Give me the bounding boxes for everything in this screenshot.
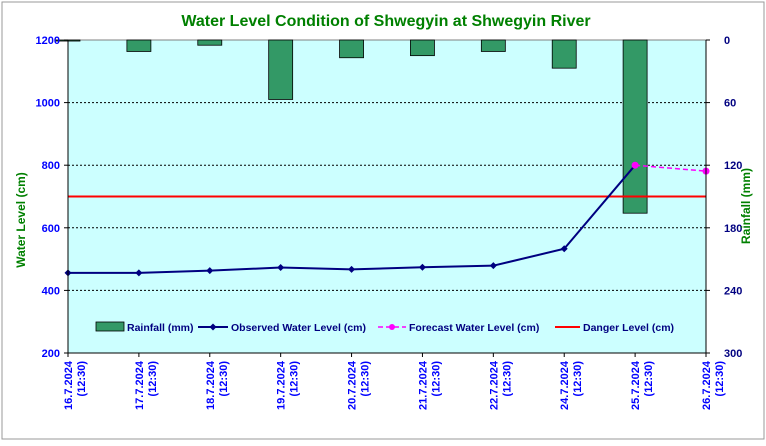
x-tick-time: (12:30) [430,361,442,397]
x-tick-label: 20.7.2024(12:30) [347,360,372,410]
right-tick-label: 300 [724,348,742,360]
x-tick-label: 26.7.2024(12:30) [701,360,726,410]
observed-point [206,267,214,275]
left-tick-label: 1200 [36,35,60,47]
legend-label-danger: Danger Level (cm) [583,322,674,334]
x-tick-time: (12:30) [360,361,372,397]
x-tick-date: 20.7.2024 [347,360,359,410]
rainfall-bar [410,39,435,57]
x-tick-date: 25.7.2024 [630,360,642,410]
forecast-line [635,164,707,172]
legend-label-rainfall: Rainfall (mm) [127,322,194,334]
observed-point [135,269,143,277]
x-tick-date: 24.7.2024 [559,360,571,410]
x-tick-time: (12:30) [147,361,159,397]
legend-swatch-rainfall [95,321,125,332]
x-tick-label: 19.7.2024(12:30) [276,360,301,410]
x-tick-date: 17.7.2024 [134,360,146,410]
x-tick-label: 17.7.2024(12:30) [134,360,159,410]
observed-point [277,264,285,272]
legend-marker-forecast [389,324,395,330]
rainfall-bar [551,39,577,69]
x-tick-time: (12:30) [501,361,513,397]
observed-point [560,245,568,253]
rainfall-bar [480,39,506,52]
x-axis: 16.7.2024(12:30) 17.7.2024(12:30) 18.7.202… [63,352,726,410]
left-tick-label: 800 [42,160,60,172]
x-tick-label: 22.7.2024(12:30) [488,360,513,410]
rainfall-bar [197,39,223,46]
right-axis: 0 60 120 180 240 300 [705,35,742,360]
observed-point [489,262,497,270]
x-tick-date: 21.7.2024 [417,360,429,410]
right-tick-label: 120 [724,160,742,172]
right-tick-label: 180 [724,223,742,235]
x-tick-label: 21.7.2024(12:30) [417,360,442,410]
x-tick-date: 16.7.2024 [63,360,75,410]
observed-point [348,265,356,273]
legend-label-forecast: Forecast Water Level (cm) [409,322,539,334]
legend-label-observed: Observed Water Level (cm) [231,322,366,334]
x-tick-date: 26.7.2024 [701,360,713,410]
x-tick-time: (12:30) [714,361,726,397]
x-tick-time: (12:30) [643,361,655,397]
right-tick-label: 240 [724,285,742,297]
rainfall-bar [339,39,364,59]
left-tick-label: 600 [42,223,60,235]
right-tick-label: 0 [724,35,730,47]
x-tick-time: (12:30) [76,361,88,397]
rainfall-bar [268,39,294,100]
x-tick-time: (12:30) [289,361,301,397]
left-tick-label: 400 [42,285,60,297]
legend-marker-observed [209,323,217,331]
x-tick-label: 16.7.2024(12:30) [63,360,88,410]
rainfall-bars [55,39,648,214]
x-tick-time: (12:30) [572,361,584,397]
rainfall-bar [126,39,152,52]
chart-title: Water Level Condition of Shwegyin at Shw… [181,13,590,30]
x-tick-date: 22.7.2024 [488,360,500,410]
legend: Rainfall (mm) Observed Water Level (cm) Fo… [95,321,674,334]
rainfall-bar [622,39,648,214]
x-tick-date: 18.7.2024 [205,360,217,410]
right-tick-label: 60 [724,98,736,110]
x-tick-time: (12:30) [218,361,230,397]
forecast-point [631,161,639,169]
left-tick-label: 1000 [36,98,60,110]
y-axis-title-left: Water Level (cm) [14,172,28,268]
x-tick-label: 18.7.2024(12:30) [205,360,230,410]
y-axis-title-right: Rainfall (mm) [739,168,753,244]
left-axis: 200 400 600 800 1000 1200 [36,35,69,360]
left-tick-label: 200 [42,348,60,360]
x-tick-label: 25.7.2024(12:30) [630,360,655,410]
observed-point [418,263,426,271]
x-tick-label: 24.7.2024(12:30) [559,360,584,410]
x-tick-date: 19.7.2024 [276,360,288,410]
